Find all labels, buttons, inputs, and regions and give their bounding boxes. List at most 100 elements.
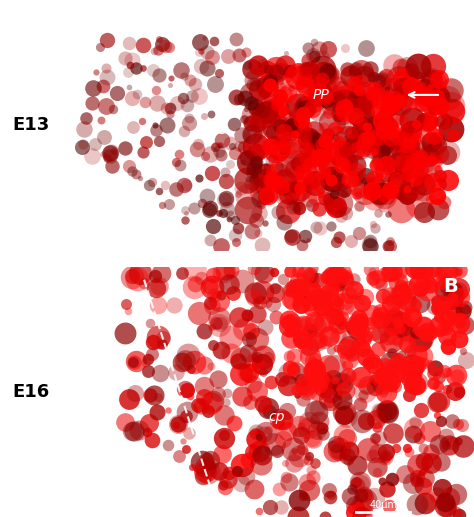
Point — [306, 66, 313, 74]
Point — [336, 137, 343, 145]
Point — [392, 87, 399, 96]
Point — [355, 202, 363, 210]
Point — [415, 62, 422, 70]
Point — [207, 204, 214, 212]
Point — [379, 203, 386, 211]
Point — [386, 292, 394, 300]
Point — [381, 189, 389, 197]
Point — [310, 96, 317, 104]
Point — [368, 267, 376, 275]
Point — [203, 455, 211, 464]
Point — [327, 137, 334, 145]
Point — [280, 181, 287, 190]
Point — [399, 323, 406, 331]
Point — [427, 83, 434, 92]
Point — [418, 334, 426, 343]
Point — [121, 328, 129, 337]
Point — [350, 301, 358, 309]
Point — [251, 288, 259, 297]
Point — [393, 337, 401, 345]
Point — [335, 281, 343, 290]
Point — [176, 161, 183, 170]
Point — [352, 65, 359, 73]
Text: cp: cp — [268, 410, 284, 424]
Point — [435, 440, 443, 449]
Point — [386, 377, 393, 385]
Point — [340, 385, 347, 393]
Point — [228, 348, 235, 357]
Point — [371, 434, 379, 442]
Point — [414, 266, 421, 275]
Point — [278, 165, 285, 174]
Point — [275, 145, 283, 153]
Point — [291, 159, 298, 167]
Point — [220, 411, 228, 419]
Point — [349, 100, 357, 108]
Point — [400, 155, 407, 163]
Point — [215, 321, 222, 329]
Point — [215, 208, 223, 217]
Point — [330, 362, 337, 370]
Point — [319, 430, 327, 438]
Point — [300, 75, 308, 84]
Point — [320, 317, 328, 326]
Point — [324, 70, 332, 78]
Point — [416, 94, 424, 102]
Point — [361, 496, 369, 504]
Point — [326, 74, 334, 82]
Point — [231, 231, 238, 239]
Point — [397, 117, 405, 126]
Point — [286, 267, 293, 275]
Point — [406, 96, 414, 104]
Point — [385, 409, 392, 417]
Point — [251, 358, 258, 366]
Point — [321, 338, 329, 346]
Point — [434, 204, 442, 212]
Point — [164, 440, 172, 449]
Point — [379, 114, 386, 123]
Point — [247, 99, 255, 107]
Point — [360, 176, 367, 184]
Point — [114, 89, 121, 98]
Point — [225, 52, 232, 60]
Point — [313, 425, 320, 434]
Point — [240, 143, 247, 151]
Point — [232, 238, 240, 246]
Point — [210, 341, 217, 349]
Point — [383, 85, 391, 93]
Point — [253, 434, 260, 443]
Point — [369, 452, 377, 460]
Point — [444, 313, 452, 322]
Point — [443, 504, 451, 512]
Point — [285, 189, 292, 197]
Point — [368, 119, 376, 128]
Point — [346, 129, 354, 137]
Point — [208, 301, 216, 310]
Point — [254, 229, 262, 237]
Point — [248, 168, 256, 176]
Point — [294, 71, 301, 80]
Point — [249, 227, 256, 235]
Point — [331, 269, 339, 278]
Point — [442, 440, 449, 449]
Point — [437, 279, 445, 287]
Point — [288, 146, 296, 155]
Point — [266, 107, 273, 115]
Point — [340, 347, 348, 355]
Point — [405, 390, 413, 399]
Point — [376, 98, 384, 107]
Point — [372, 224, 379, 232]
Point — [146, 419, 153, 427]
Point — [349, 143, 357, 151]
Point — [388, 111, 395, 119]
Point — [352, 142, 359, 150]
Point — [416, 154, 424, 162]
Point — [96, 43, 103, 51]
Point — [185, 429, 193, 437]
Point — [361, 187, 369, 195]
Point — [340, 169, 347, 177]
Point — [369, 139, 376, 147]
Point — [389, 128, 397, 136]
Point — [426, 497, 433, 505]
Point — [305, 135, 313, 143]
